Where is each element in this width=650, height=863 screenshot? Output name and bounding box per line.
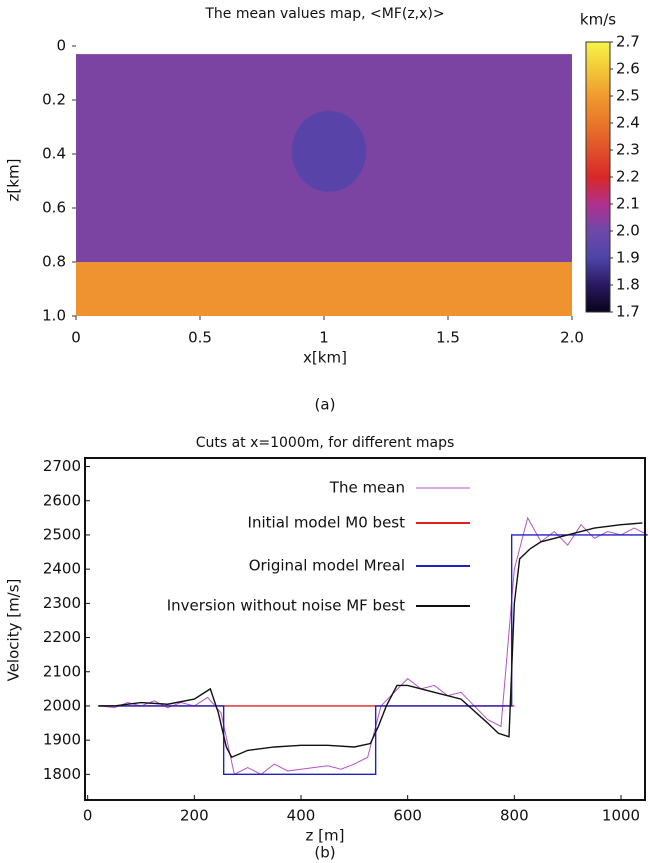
y-tick-label: 2300 [43, 594, 81, 612]
x-tick-label: 0.5 [188, 329, 212, 347]
y-tick-label: 1800 [43, 765, 81, 783]
inclusion [291, 110, 367, 192]
legend-label: Initial model M0 best [248, 514, 406, 532]
series-line [98, 534, 648, 776]
plot-frame [84, 457, 646, 801]
colorbar-tick-label: 2.7 [616, 33, 640, 51]
legend-label: Inversion without noise MF best [167, 597, 405, 615]
x-tick-label: 1.5 [436, 329, 460, 347]
x-tick-label: 200 [180, 807, 209, 825]
legend-label: The mean [329, 479, 405, 497]
y-tick-label: 2000 [43, 696, 81, 714]
colorbar-tick-label: 2.6 [616, 60, 640, 78]
y-tick-label: 2100 [43, 662, 81, 680]
legend-label: Original model Mreal [249, 557, 405, 575]
y-tick-label: 2500 [43, 525, 81, 543]
series-line [98, 522, 643, 759]
colorbar-tick-label: 2.0 [616, 222, 640, 240]
y-tick-label: 0.6 [42, 199, 66, 217]
caption: (a) [315, 396, 336, 414]
colorbar-tick-label: 1.7 [616, 303, 640, 321]
y-tick-label: 1900 [43, 731, 81, 749]
x-axis-label: x[km] [303, 349, 347, 367]
y-axis-label: Velocity [m/s] [5, 579, 23, 682]
y-tick-label: 0.8 [42, 253, 66, 271]
colorbar-label: km/s [580, 11, 616, 29]
colorbar-tick-label: 2.3 [616, 141, 640, 159]
chart-title: The mean values map, <MF(z,x)> [204, 6, 444, 22]
x-tick-label: 0 [83, 807, 93, 825]
colorbar-tick-label: 1.9 [616, 249, 640, 267]
colorbar-tick-label: 1.8 [616, 276, 640, 294]
colorbar-tick-label: 2.1 [616, 195, 640, 213]
x-tick-label: 2.0 [560, 329, 584, 347]
caption: (b) [314, 844, 335, 862]
y-tick-label: 2200 [43, 628, 81, 646]
x-tick-label: 400 [287, 807, 316, 825]
colorbar-tick-label: 2.2 [616, 168, 640, 186]
y-tick-label: 0.2 [42, 91, 66, 109]
y-axis-label: z[km] [5, 159, 23, 202]
x-tick-label: 0 [71, 329, 81, 347]
y-tick-label: 0 [56, 37, 66, 55]
chart-title: Cuts at x=1000m, for different maps [196, 435, 455, 451]
colorbar-tick-label: 2.5 [616, 87, 640, 105]
y-tick-label: 0.4 [42, 145, 66, 163]
colorbar [585, 41, 611, 313]
y-tick-label: 2700 [43, 457, 81, 475]
x-tick-label: 1000 [602, 807, 640, 825]
y-tick-label: 2600 [43, 491, 81, 509]
y-tick-label: 2400 [43, 560, 81, 578]
x-tick-label: 800 [500, 807, 529, 825]
x-axis-label: z [m] [306, 827, 345, 845]
y-tick-label: 1.0 [42, 307, 66, 325]
colorbar-tick-label: 2.4 [616, 114, 640, 132]
x-tick-label: 1 [319, 329, 329, 347]
layer [76, 262, 572, 316]
x-tick-label: 600 [393, 807, 422, 825]
